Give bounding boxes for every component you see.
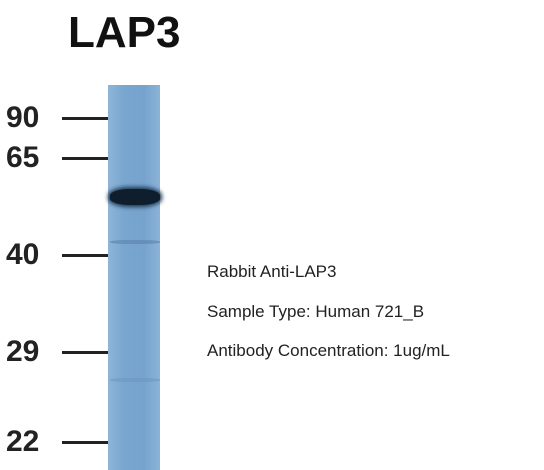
marker-label: 65 [6,143,39,173]
marker: 90 [6,103,106,133]
marker: 40 [6,240,106,270]
annotation: Antibody Concentration: 1ug/mL [207,341,450,361]
lane [108,85,160,470]
marker-tick [62,117,108,120]
marker-tick [62,351,108,354]
marker-label: 22 [6,427,39,457]
title: LAP3 [68,8,180,58]
main-band [110,189,160,205]
marker-label: 29 [6,337,39,367]
marker-tick [62,254,108,257]
marker: 22 [6,427,106,457]
marker-tick [62,441,108,444]
faint-band [110,240,160,244]
marker: 29 [6,337,106,367]
marker-label: 40 [6,240,39,270]
annotation: Sample Type: Human 721_B [207,302,424,322]
marker-label: 90 [6,103,39,133]
faint-band [110,378,160,382]
marker-tick [62,157,108,160]
blot-figure: LAP3 90 65 40 29 22 Rabbit Anti-LAP3 Sam… [0,0,544,470]
marker: 65 [6,143,106,173]
annotation: Rabbit Anti-LAP3 [207,262,336,282]
